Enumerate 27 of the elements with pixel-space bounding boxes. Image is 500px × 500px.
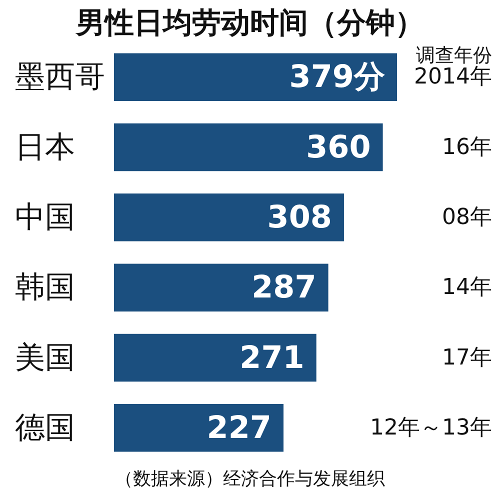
data-label: 271 [240, 340, 304, 376]
bar [114, 194, 344, 242]
y-tick-label: 德国 [15, 410, 75, 446]
text: （数据来源）经济合作与发展组织 [115, 468, 385, 490]
y2-tick-label: 12年～13年 [370, 415, 492, 440]
data-label: 227 [206, 410, 272, 446]
y-tick-label: 中国 [15, 200, 75, 235]
y2-tick-label: 08年 [442, 204, 492, 230]
data-label: 287 [252, 270, 316, 306]
bar [114, 264, 328, 312]
y-tick-label: 日本 [15, 130, 75, 165]
data-label: 308 [267, 199, 332, 236]
y-tick-label: 韩国 [15, 270, 75, 306]
y-tick-label: 美国 [15, 340, 75, 376]
data-label: 360 [306, 129, 371, 166]
chart-title: 男性日均劳动时间（分钟） [75, 6, 424, 40]
bar [114, 334, 316, 382]
y2-tick-label: 17年 [442, 345, 492, 370]
y2-tick-label: 16年 [442, 134, 492, 160]
y2-tick-label: 14年 [442, 275, 492, 300]
y2-tick-label: 2014年 [414, 64, 492, 90]
y-tick-label: 墨西哥 [15, 60, 105, 95]
y2-axis-title: 调查年份 [416, 44, 492, 66]
data-label: 379分 [289, 59, 385, 96]
bar [114, 404, 284, 452]
bar [114, 123, 383, 172]
bar [114, 53, 397, 101]
